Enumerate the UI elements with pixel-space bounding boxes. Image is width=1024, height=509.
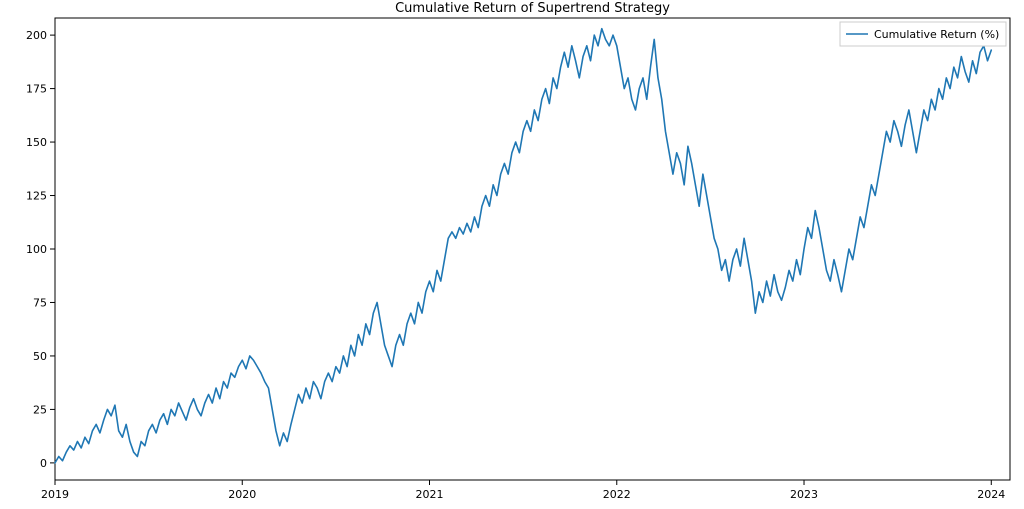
y-tick-label: 25 bbox=[33, 403, 47, 416]
x-tick-label: 2020 bbox=[228, 488, 256, 501]
y-tick-label: 150 bbox=[26, 136, 47, 149]
y-tick-label: 175 bbox=[26, 83, 47, 96]
y-tick-label: 100 bbox=[26, 243, 47, 256]
y-tick-label: 0 bbox=[40, 457, 47, 470]
y-tick-label: 200 bbox=[26, 29, 47, 42]
y-tick-label: 50 bbox=[33, 350, 47, 363]
x-tick-label: 2021 bbox=[416, 488, 444, 501]
legend-label: Cumulative Return (%) bbox=[874, 28, 999, 41]
series-line bbox=[55, 29, 991, 463]
chart-container: 0 25 50 75 100 125 150 175 200 2019 2020 2021 2022 20… bbox=[0, 0, 1024, 509]
chart-title: Cumulative Return of Supertrend Strategy bbox=[395, 1, 670, 16]
line-chart: 0 25 50 75 100 125 150 175 200 2019 2020 2021 2022 20… bbox=[0, 0, 1024, 509]
y-tick-label: 125 bbox=[26, 190, 47, 203]
x-tick-label: 2022 bbox=[603, 488, 631, 501]
x-tick-label: 2023 bbox=[790, 488, 818, 501]
x-tick-label: 2024 bbox=[977, 488, 1005, 501]
x-tick-label: 2019 bbox=[41, 488, 69, 501]
y-tick-label: 75 bbox=[33, 296, 47, 309]
